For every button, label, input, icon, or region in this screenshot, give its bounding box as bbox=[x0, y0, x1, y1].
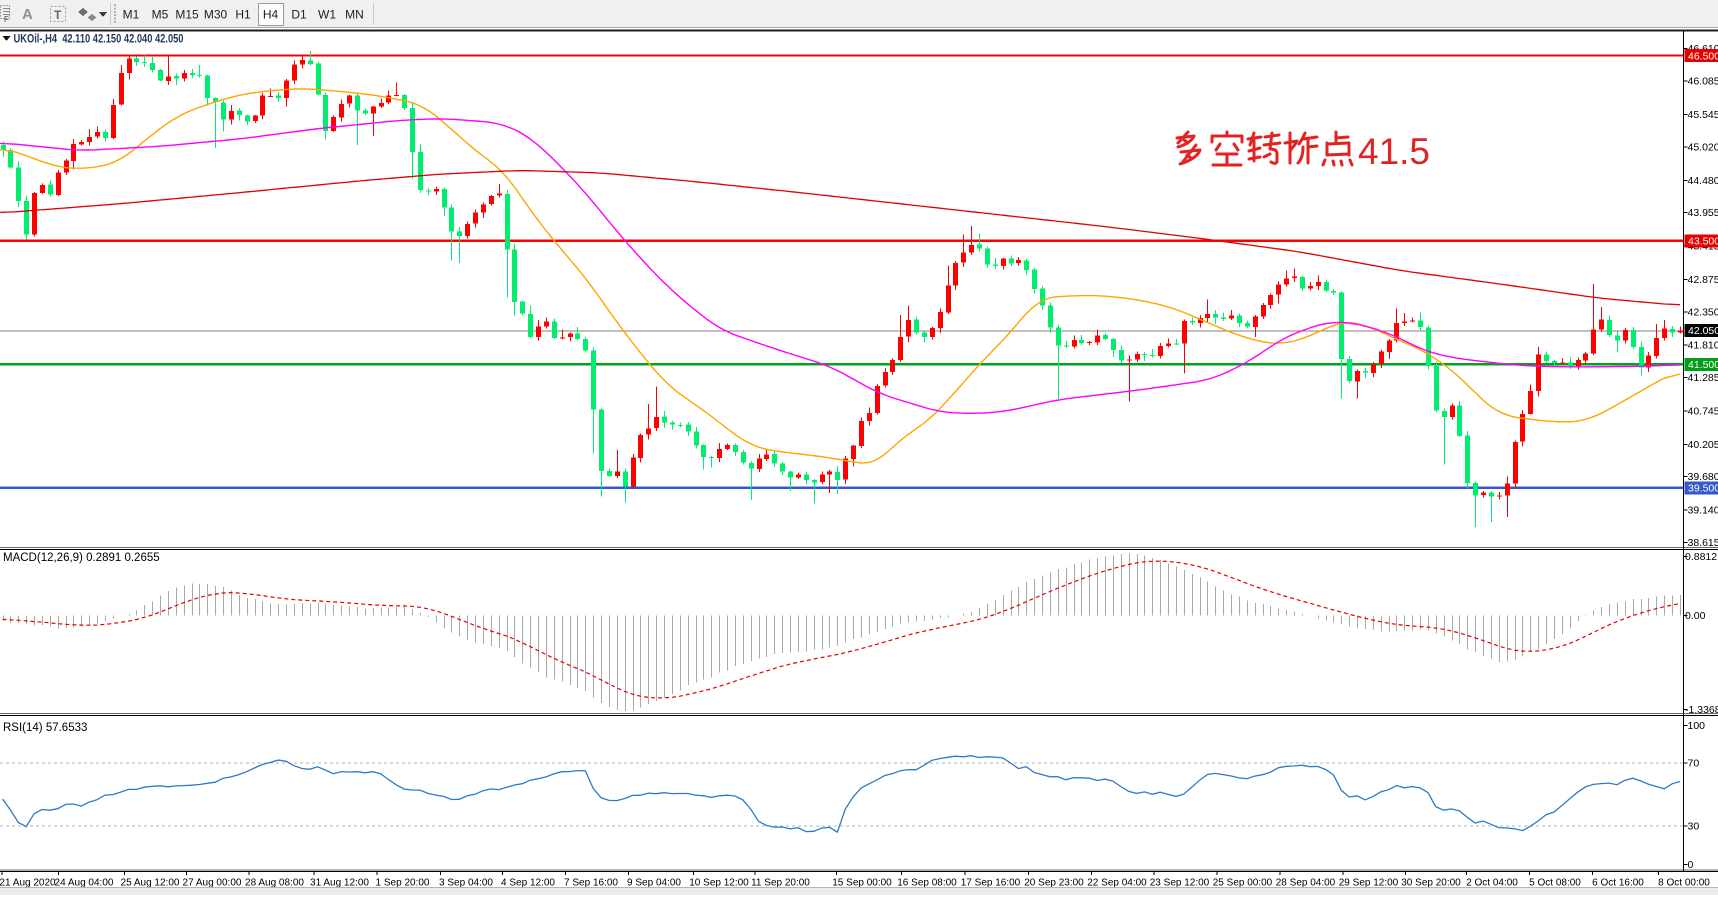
svg-text:21 Aug 2020: 21 Aug 2020 bbox=[0, 878, 56, 889]
svg-text:24 Aug 04:00: 24 Aug 04:00 bbox=[55, 878, 114, 889]
svg-text:7 Sep 16:00: 7 Sep 16:00 bbox=[564, 878, 618, 889]
svg-text:8 Oct 00:00: 8 Oct 00:00 bbox=[1658, 878, 1710, 889]
svg-text:M5: M5 bbox=[152, 8, 169, 22]
svg-text:27 Aug 00:00: 27 Aug 00:00 bbox=[183, 878, 242, 889]
svg-text:23 Sep 12:00: 23 Sep 12:00 bbox=[1150, 878, 1210, 889]
svg-text:H1: H1 bbox=[235, 8, 251, 22]
svg-text:F: F bbox=[4, 15, 9, 24]
svg-text:11 Sep 20:00: 11 Sep 20:00 bbox=[751, 878, 810, 889]
svg-text:0: 0 bbox=[1688, 859, 1694, 871]
svg-text:28 Aug 08:00: 28 Aug 08:00 bbox=[245, 878, 304, 889]
svg-text:70: 70 bbox=[1688, 758, 1700, 770]
svg-text:41.5: 41.5 bbox=[1358, 131, 1430, 172]
svg-text:42.875: 42.875 bbox=[1688, 274, 1718, 286]
svg-text:2 Oct 04:00: 2 Oct 04:00 bbox=[1466, 878, 1518, 889]
svg-text:42.350: 42.350 bbox=[1688, 306, 1718, 318]
svg-text:39.500: 39.500 bbox=[1688, 483, 1718, 495]
svg-text:10 Sep 12:00: 10 Sep 12:00 bbox=[689, 878, 749, 889]
svg-text:46.085: 46.085 bbox=[1688, 76, 1718, 88]
svg-text:29 Sep 12:00: 29 Sep 12:00 bbox=[1339, 878, 1399, 889]
svg-text:41.810: 41.810 bbox=[1688, 340, 1718, 352]
svg-text:100: 100 bbox=[1688, 720, 1706, 732]
svg-text:20 Sep 23:00: 20 Sep 23:00 bbox=[1024, 878, 1084, 889]
svg-text:44.480: 44.480 bbox=[1688, 175, 1718, 187]
svg-text:43.500: 43.500 bbox=[1688, 236, 1718, 248]
svg-text:15 Sep 00:00: 15 Sep 00:00 bbox=[832, 878, 892, 889]
svg-text:RSI(14) 57.6533: RSI(14) 57.6533 bbox=[3, 722, 87, 734]
svg-text:6 Oct 16:00: 6 Oct 16:00 bbox=[1592, 878, 1644, 889]
svg-text:M15: M15 bbox=[175, 8, 199, 22]
svg-text:45.020: 45.020 bbox=[1688, 141, 1718, 153]
svg-text:D1: D1 bbox=[291, 8, 307, 22]
svg-text:30: 30 bbox=[1688, 821, 1700, 833]
svg-text:MACD(12,26,9) 0.2891 0.2655: MACD(12,26,9) 0.2891 0.2655 bbox=[3, 552, 160, 564]
svg-text:T: T bbox=[54, 8, 62, 22]
svg-text:5 Oct 08:00: 5 Oct 08:00 bbox=[1529, 878, 1581, 889]
svg-text:39.140: 39.140 bbox=[1688, 505, 1718, 517]
svg-text:40.745: 40.745 bbox=[1688, 406, 1718, 418]
svg-text:46.500: 46.500 bbox=[1688, 50, 1718, 62]
svg-text:-1.3368: -1.3368 bbox=[1685, 704, 1718, 716]
svg-text:9 Sep 04:00: 9 Sep 04:00 bbox=[627, 878, 681, 889]
svg-text:25 Aug 12:00: 25 Aug 12:00 bbox=[121, 878, 180, 889]
svg-text:31 Aug 12:00: 31 Aug 12:00 bbox=[310, 878, 369, 889]
svg-text:H4: H4 bbox=[263, 8, 279, 22]
svg-text:30 Sep 20:00: 30 Sep 20:00 bbox=[1401, 878, 1461, 889]
svg-text:42.050: 42.050 bbox=[1688, 325, 1718, 337]
svg-text:41.285: 41.285 bbox=[1688, 372, 1718, 384]
svg-text:3 Sep 04:00: 3 Sep 04:00 bbox=[439, 878, 493, 889]
svg-text:25 Sep 00:00: 25 Sep 00:00 bbox=[1213, 878, 1273, 889]
svg-text:0.00: 0.00 bbox=[1685, 610, 1706, 622]
svg-text:38.615: 38.615 bbox=[1688, 537, 1718, 549]
svg-text:0.8812: 0.8812 bbox=[1685, 551, 1717, 563]
svg-text:MN: MN bbox=[345, 8, 364, 22]
svg-text:4 Sep 12:00: 4 Sep 12:00 bbox=[501, 878, 555, 889]
svg-text:28 Sep 04:00: 28 Sep 04:00 bbox=[1276, 878, 1336, 889]
svg-text:1 Sep 20:00: 1 Sep 20:00 bbox=[376, 878, 430, 889]
svg-text:22 Sep 04:00: 22 Sep 04:00 bbox=[1087, 878, 1147, 889]
svg-text:W1: W1 bbox=[318, 8, 336, 22]
svg-text:40.205: 40.205 bbox=[1688, 439, 1718, 451]
svg-text:M1: M1 bbox=[123, 8, 140, 22]
svg-text:UKOil-,H4 42.110 42.150 42.04: UKOil-,H4 42.110 42.150 42.040 42.050 bbox=[14, 32, 184, 46]
svg-text:43.955: 43.955 bbox=[1688, 207, 1718, 219]
svg-text:45.545: 45.545 bbox=[1688, 109, 1718, 121]
svg-text:17 Sep 16:00: 17 Sep 16:00 bbox=[961, 878, 1021, 889]
svg-text:41.500: 41.500 bbox=[1688, 359, 1718, 371]
svg-text:M30: M30 bbox=[204, 8, 228, 22]
svg-text:16 Sep 08:00: 16 Sep 08:00 bbox=[897, 878, 957, 889]
svg-text:A: A bbox=[22, 6, 33, 23]
